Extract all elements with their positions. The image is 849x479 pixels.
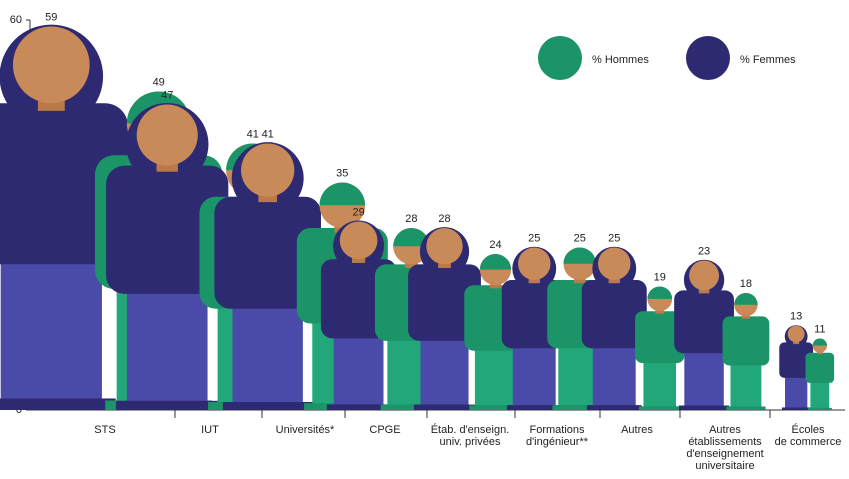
feet xyxy=(115,400,219,410)
feet xyxy=(678,405,730,410)
feet xyxy=(380,404,442,410)
legs xyxy=(643,354,677,408)
legs xyxy=(474,339,517,407)
torso xyxy=(214,196,321,309)
feet xyxy=(726,406,766,410)
feet xyxy=(639,406,681,410)
value-label: 18 xyxy=(740,278,752,290)
legs xyxy=(232,290,303,405)
legs xyxy=(810,377,830,409)
feet xyxy=(781,407,811,410)
value-label: 25 xyxy=(528,232,540,244)
head xyxy=(241,143,295,197)
value-label: 41 xyxy=(262,128,274,140)
legs xyxy=(0,237,102,403)
value-label: 59 xyxy=(45,11,57,23)
value-label: 28 xyxy=(438,213,450,225)
legs xyxy=(420,328,469,407)
torso xyxy=(805,352,835,383)
x-tick-label: STS xyxy=(94,424,116,436)
head xyxy=(339,221,378,260)
man-figure xyxy=(635,286,685,410)
x-tick-label: Universités* xyxy=(275,424,335,436)
woman-figure xyxy=(408,227,481,410)
torso xyxy=(581,280,647,349)
man-figure xyxy=(722,293,770,410)
x-tick-label: Autres xyxy=(621,424,653,436)
feet xyxy=(413,404,476,410)
hair xyxy=(319,182,366,206)
torso xyxy=(674,290,734,354)
head xyxy=(136,104,198,166)
value-label: 11 xyxy=(814,323,825,335)
feet xyxy=(586,405,642,410)
torso xyxy=(408,264,481,341)
value-label: 13 xyxy=(790,310,802,322)
value-label: 19 xyxy=(654,271,666,283)
head xyxy=(689,260,720,291)
x-tick-label: Étab. d'enseign. univ. privées xyxy=(430,424,510,448)
hair xyxy=(479,254,512,270)
legs xyxy=(333,325,384,407)
legs xyxy=(592,336,636,407)
feet xyxy=(552,405,608,410)
legend-label: % Femmes xyxy=(740,54,796,66)
head xyxy=(426,228,463,265)
torso xyxy=(106,165,229,294)
value-label: 47 xyxy=(161,89,173,101)
legend-label: % Hommes xyxy=(592,54,649,66)
hair xyxy=(647,286,673,299)
legs xyxy=(126,272,208,404)
legend-swatch xyxy=(686,36,730,80)
head xyxy=(598,247,631,280)
woman-figure xyxy=(214,142,321,410)
feet xyxy=(222,402,313,410)
hair xyxy=(734,293,758,305)
value-label: 25 xyxy=(608,232,620,244)
hair xyxy=(393,228,430,247)
feet xyxy=(0,398,116,410)
feet xyxy=(506,405,562,410)
legend-swatch xyxy=(538,36,582,80)
value-label: 41 xyxy=(247,128,259,140)
hair xyxy=(812,338,827,346)
head xyxy=(518,247,551,280)
value-label: 29 xyxy=(352,206,364,218)
legs xyxy=(730,357,762,408)
value-label: 35 xyxy=(336,167,348,179)
legs xyxy=(684,342,724,408)
hair xyxy=(563,247,596,264)
feet xyxy=(469,405,522,410)
torso xyxy=(779,342,814,378)
woman-figure xyxy=(779,325,814,410)
x-tick-label: Autres établissements d'enseignement uni… xyxy=(686,424,764,472)
torso xyxy=(722,316,770,366)
woman-figure xyxy=(106,102,229,410)
value-label: 49 xyxy=(153,76,165,88)
value-label: 25 xyxy=(574,232,586,244)
value-label: 28 xyxy=(405,213,417,225)
man-figure xyxy=(805,338,835,410)
feet xyxy=(326,404,391,410)
x-tick-label: IUT xyxy=(201,424,219,436)
woman-figure xyxy=(581,246,647,410)
legs xyxy=(512,336,556,407)
head xyxy=(787,325,805,343)
value-label: 24 xyxy=(489,239,501,251)
y-tick-label: 60 xyxy=(10,14,22,26)
x-tick-label: Formations d'ingénieur** xyxy=(525,424,589,448)
head xyxy=(12,26,90,104)
value-label: 23 xyxy=(698,245,710,257)
x-tick-label: Écoles de commerce xyxy=(774,424,842,448)
x-tick-label: CPGE xyxy=(369,424,401,436)
legs xyxy=(785,371,808,409)
torso xyxy=(635,311,685,364)
feet xyxy=(807,407,832,410)
woman-figure xyxy=(674,259,734,410)
